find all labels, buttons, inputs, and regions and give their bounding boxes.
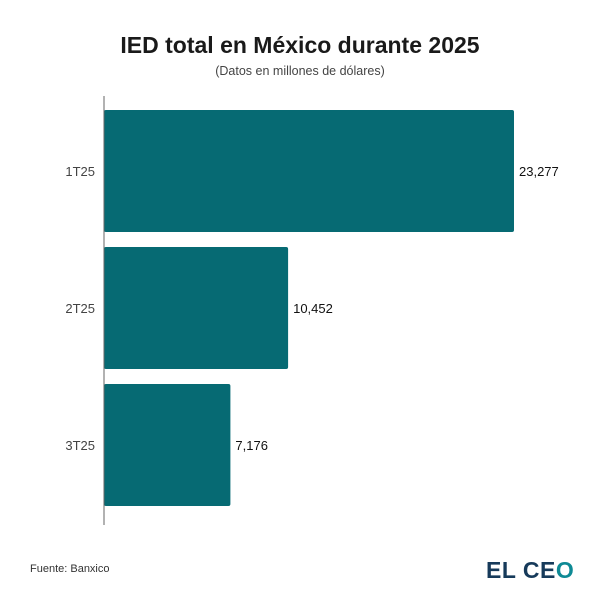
el-ceo-logo: EL CEO: [486, 557, 574, 584]
logo-o: O: [555, 557, 575, 583]
category-label: 2T25: [65, 301, 95, 316]
bar-1T25: [104, 110, 514, 232]
source-note: Fuente: Banxico: [30, 563, 110, 575]
value-label: 23,277: [519, 164, 559, 179]
value-label: 7,176: [235, 438, 268, 453]
category-label: 1T25: [65, 164, 95, 179]
chart-subtitle: (Datos en millones de dólares): [215, 64, 385, 78]
bar-3T25: [104, 384, 231, 506]
bar-2T25: [104, 247, 289, 369]
logo-text: EL CE: [486, 557, 556, 583]
category-label: 3T25: [65, 438, 95, 453]
value-label: 10,452: [293, 301, 333, 316]
chart-title: IED total en México durante 2025: [120, 32, 480, 58]
